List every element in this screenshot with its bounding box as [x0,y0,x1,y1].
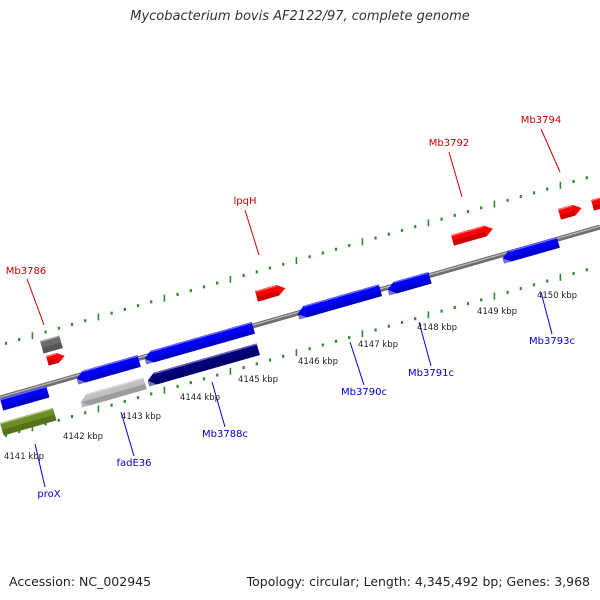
gene-prox[interactable] [0,407,57,436]
svg-text:fadE36: fadE36 [116,458,151,469]
svg-text:lpqH: lpqH [234,196,257,207]
gene-mb3786[interactable] [46,351,66,366]
scale-label: 4142 kbp [63,432,103,442]
scale-label: 4148 kbp [417,323,457,333]
scale-labels: 4141 kbp 4142 kbp 4143 kbp 4144 kbp 4145 kbp… [4,291,577,462]
label-fade36[interactable]: fadE36 [116,411,152,469]
svg-text:proX: proX [37,489,60,500]
scale-label: 4143 kbp [121,412,161,422]
accession-text: Accession: NC_002945 [9,574,152,589]
gene-lpqh[interactable] [255,283,287,302]
label-lpqh[interactable]: lpqH [234,196,260,256]
gene-mb3794[interactable] [558,203,583,220]
scale-label: 4149 kbp [477,307,517,317]
scale-label: 4150 kbp [537,291,577,301]
svg-text:Mb3793c: Mb3793c [529,336,575,347]
label-mb3793c[interactable]: Mb3793c [529,291,575,347]
svg-text:Mb3786: Mb3786 [6,266,46,277]
gene-mb3790c[interactable] [296,284,382,320]
scale-label: 4147 kbp [358,340,398,350]
gene-mb3790c[interactable] [143,322,255,365]
svg-text:Mb3788c: Mb3788c [202,429,248,440]
svg-text:Mb3794: Mb3794 [521,115,561,126]
scale-label: 4146 kbp [298,357,338,367]
gene-mb3786-part[interactable] [40,335,63,354]
gene-fade36[interactable] [79,377,147,408]
scale-label: 4144 kbp [180,393,220,403]
gene-mb3794[interactable] [591,197,600,211]
label-mb3791c[interactable]: Mb3791c [408,321,454,379]
label-mb3788c[interactable]: Mb3788c [202,381,248,440]
gene-mb3791c[interactable] [386,271,432,296]
svg-text:Mb3790c: Mb3790c [341,387,387,398]
svg-text:Mb3791c: Mb3791c [408,368,454,379]
genome-title: Mycobacterium bovis AF2122/97, complete … [130,9,470,24]
svg-text:Mb3792: Mb3792 [429,138,469,149]
label-mb3794[interactable]: Mb3794 [521,115,561,173]
inner-tick-track [4,268,588,437]
gene-mb3793c[interactable] [501,237,560,264]
gene-mb3788c[interactable] [146,343,260,387]
label-mb3790c[interactable]: Mb3790c [341,341,387,398]
label-prox[interactable]: proX [34,443,61,500]
scale-label: 4145 kbp [238,375,278,385]
gene-mb3792[interactable] [451,223,494,246]
gene-mb3790c[interactable] [0,385,50,411]
label-mb3786[interactable]: Mb3786 [6,266,46,326]
scale-label: 4141 kbp [4,452,44,462]
topology-text: Topology: circular; Length: 4,345,492 bp… [246,574,590,589]
gene-mb3790c[interactable] [75,355,141,385]
outer-tick-track [4,176,588,345]
label-mb3792[interactable]: Mb3792 [429,138,469,198]
